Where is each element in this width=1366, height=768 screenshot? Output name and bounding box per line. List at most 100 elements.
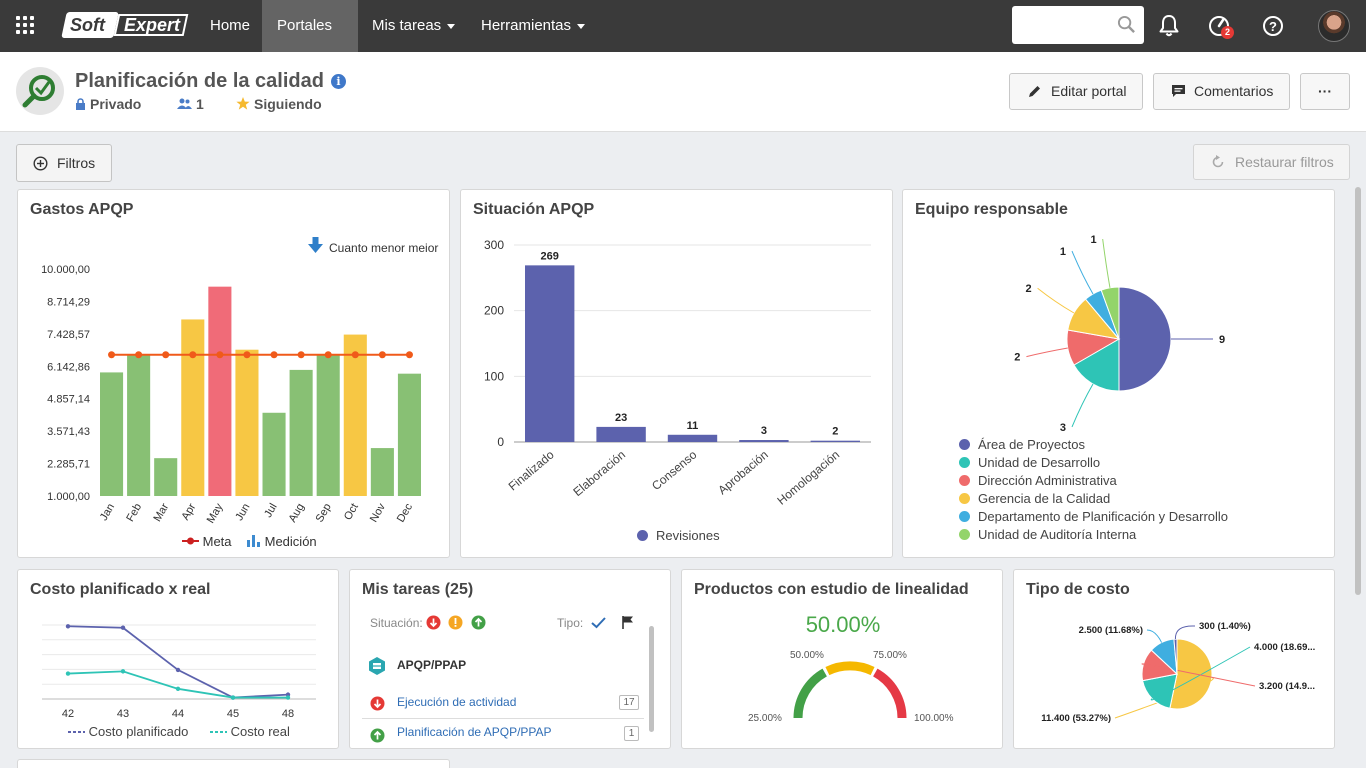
apps-grid-icon[interactable] — [16, 16, 36, 36]
dashed-line-icon — [68, 731, 85, 733]
warning-icon[interactable] — [448, 615, 463, 630]
on-time-arrow-up-icon[interactable] — [471, 615, 486, 630]
comment-icon — [1172, 85, 1185, 97]
data-label: 2 — [832, 426, 838, 438]
comments-button[interactable]: Comentarios — [1153, 73, 1290, 110]
x-tick-label: Oct — [342, 502, 361, 523]
legend-label: Unidad de Auditoría Interna — [978, 527, 1137, 542]
x-tick-label: Jul — [262, 502, 279, 520]
legend-item[interactable]: Unidad de Auditoría Interna — [959, 527, 1136, 542]
search-icon[interactable] — [1117, 15, 1136, 34]
series-point — [120, 669, 126, 674]
page-scrollbar[interactable] — [1355, 187, 1361, 595]
nav-portales[interactable]: Portales — [262, 0, 358, 81]
widget-title: Productos con estudio de linealidad — [694, 581, 969, 598]
data-label: 9 — [1219, 334, 1225, 346]
user-avatar[interactable] — [1318, 10, 1350, 42]
legend-item[interactable]: Área de Proyectos — [959, 437, 1085, 452]
users-icon — [177, 98, 192, 109]
meta-point — [243, 351, 251, 359]
meta-point — [378, 351, 386, 359]
y-tick-label: 10.000,00 — [41, 264, 90, 276]
edit-portal-button[interactable]: Editar portal — [1009, 73, 1143, 110]
y-tick-label: 0 — [497, 435, 504, 449]
meta-point — [135, 351, 143, 359]
bar — [316, 354, 340, 496]
task-item-link[interactable]: Ejecución de actividad — [397, 695, 517, 709]
softexpert-logo[interactable]: Soft Expert — [61, 12, 189, 38]
legend-revisiones[interactable]: Revisiones — [637, 528, 720, 543]
portal-header: Planificación de la calidad i Privado 1 … — [0, 52, 1366, 132]
nav-mis-tareas[interactable]: Mis tareas — [357, 0, 470, 52]
x-tick-label: Feb — [124, 502, 144, 524]
y-tick-label: 100 — [484, 369, 504, 383]
bell-icon[interactable] — [1156, 13, 1182, 39]
legend-label: Departamento de Planificación y Desarrol… — [978, 509, 1229, 524]
pencil-icon — [1029, 86, 1040, 97]
info-icon[interactable]: i — [331, 74, 346, 89]
legend-dot — [959, 457, 970, 468]
widget-tipo-costo: Tipo de costo 11.400 (53.27%) 4.000 (18.6… — [1013, 569, 1335, 749]
quality-search-icon — [22, 75, 55, 108]
flag-icon[interactable] — [621, 615, 635, 630]
legend-medicion[interactable]: Medición — [247, 534, 317, 549]
data-label: 3 — [1060, 422, 1066, 434]
x-tick-label: Elaboración — [570, 448, 628, 499]
bar — [370, 448, 394, 496]
legend-item[interactable]: Unidad de Desarrollo — [959, 455, 1100, 470]
gauge-tick-3: 100.00% — [914, 713, 954, 724]
meta-point — [351, 351, 359, 359]
widget-situacion-apqp: Situación APQP 0 100 200 300 269 Finalizado 23… — [460, 189, 893, 558]
gauge-tick-1: 50.00% — [790, 650, 824, 661]
legend-costo-planificado[interactable]: Costo planificado — [68, 724, 188, 739]
x-tick-label: Dec — [395, 501, 415, 524]
following-toggle[interactable]: Siguiendo — [236, 96, 322, 112]
linealidad-gauge — [793, 661, 907, 719]
x-tick-label: Homologación — [774, 448, 842, 508]
nav-herramientas[interactable]: Herramientas — [466, 0, 600, 52]
task-item-link[interactable]: Planificación de APQP/PPAP — [397, 725, 552, 739]
legend-item[interactable]: Departamento de Planificación y Desarrol… — [959, 509, 1228, 524]
bar — [262, 412, 286, 496]
bar — [127, 354, 151, 496]
legend-costo-real[interactable]: Costo real — [210, 724, 290, 739]
svg-text:?: ? — [1269, 19, 1277, 34]
legend-meta[interactable]: Meta — [182, 534, 232, 549]
more-options-button[interactable]: ··· — [1300, 73, 1350, 110]
help-icon[interactable]: ? — [1260, 13, 1286, 39]
label-connector — [1026, 347, 1068, 358]
legend-item[interactable]: Gerencia de la Calidad — [959, 491, 1110, 506]
y-tick-label: 1.000,00 — [47, 491, 90, 503]
check-icon[interactable] — [591, 616, 606, 629]
star-icon — [236, 97, 250, 110]
gauge-value: 50.00% — [805, 612, 881, 637]
restore-filters-button[interactable]: Restaurar filtros — [1193, 144, 1350, 180]
overdue-arrow-down-icon — [370, 696, 385, 711]
y-tick-label: 300 — [484, 238, 504, 252]
bar — [397, 373, 421, 496]
task-list-scrollbar[interactable] — [649, 626, 654, 732]
x-tick-label: Consenso — [649, 447, 700, 493]
meta-point — [189, 351, 197, 359]
filters-button[interactable]: Filtros — [16, 144, 112, 182]
x-tick-label: Nov — [368, 501, 388, 524]
label-connector — [1114, 677, 1214, 719]
overdue-arrow-down-icon[interactable] — [426, 615, 441, 630]
bar — [235, 349, 259, 496]
task-count-badge: 1 — [624, 726, 639, 741]
widget-mis-tareas: Mis tareas (25) Situación: Tipo: APQP/PP… — [349, 569, 671, 749]
nav-home[interactable]: Home — [210, 17, 251, 34]
label-connector — [1071, 383, 1094, 428]
data-label: 4.000 (18.69... — [1254, 642, 1315, 653]
x-tick-label: 48 — [282, 708, 294, 720]
widget-gastos-apqp: Gastos APQP Cuanto menor meior 1.000,00 2… — [17, 189, 450, 558]
label-connector — [1037, 287, 1075, 314]
widget-title: Situación APQP — [473, 201, 595, 218]
lock-icon — [76, 98, 85, 110]
x-tick-label: Apr — [179, 501, 198, 522]
legend-item[interactable]: Dirección Administrativa — [959, 473, 1117, 488]
legend-label: Área de Proyectos — [978, 437, 1085, 452]
members-count[interactable]: 1 — [177, 96, 204, 112]
x-tick-label: Jan — [98, 502, 117, 523]
search-input[interactable] — [1018, 6, 1118, 42]
